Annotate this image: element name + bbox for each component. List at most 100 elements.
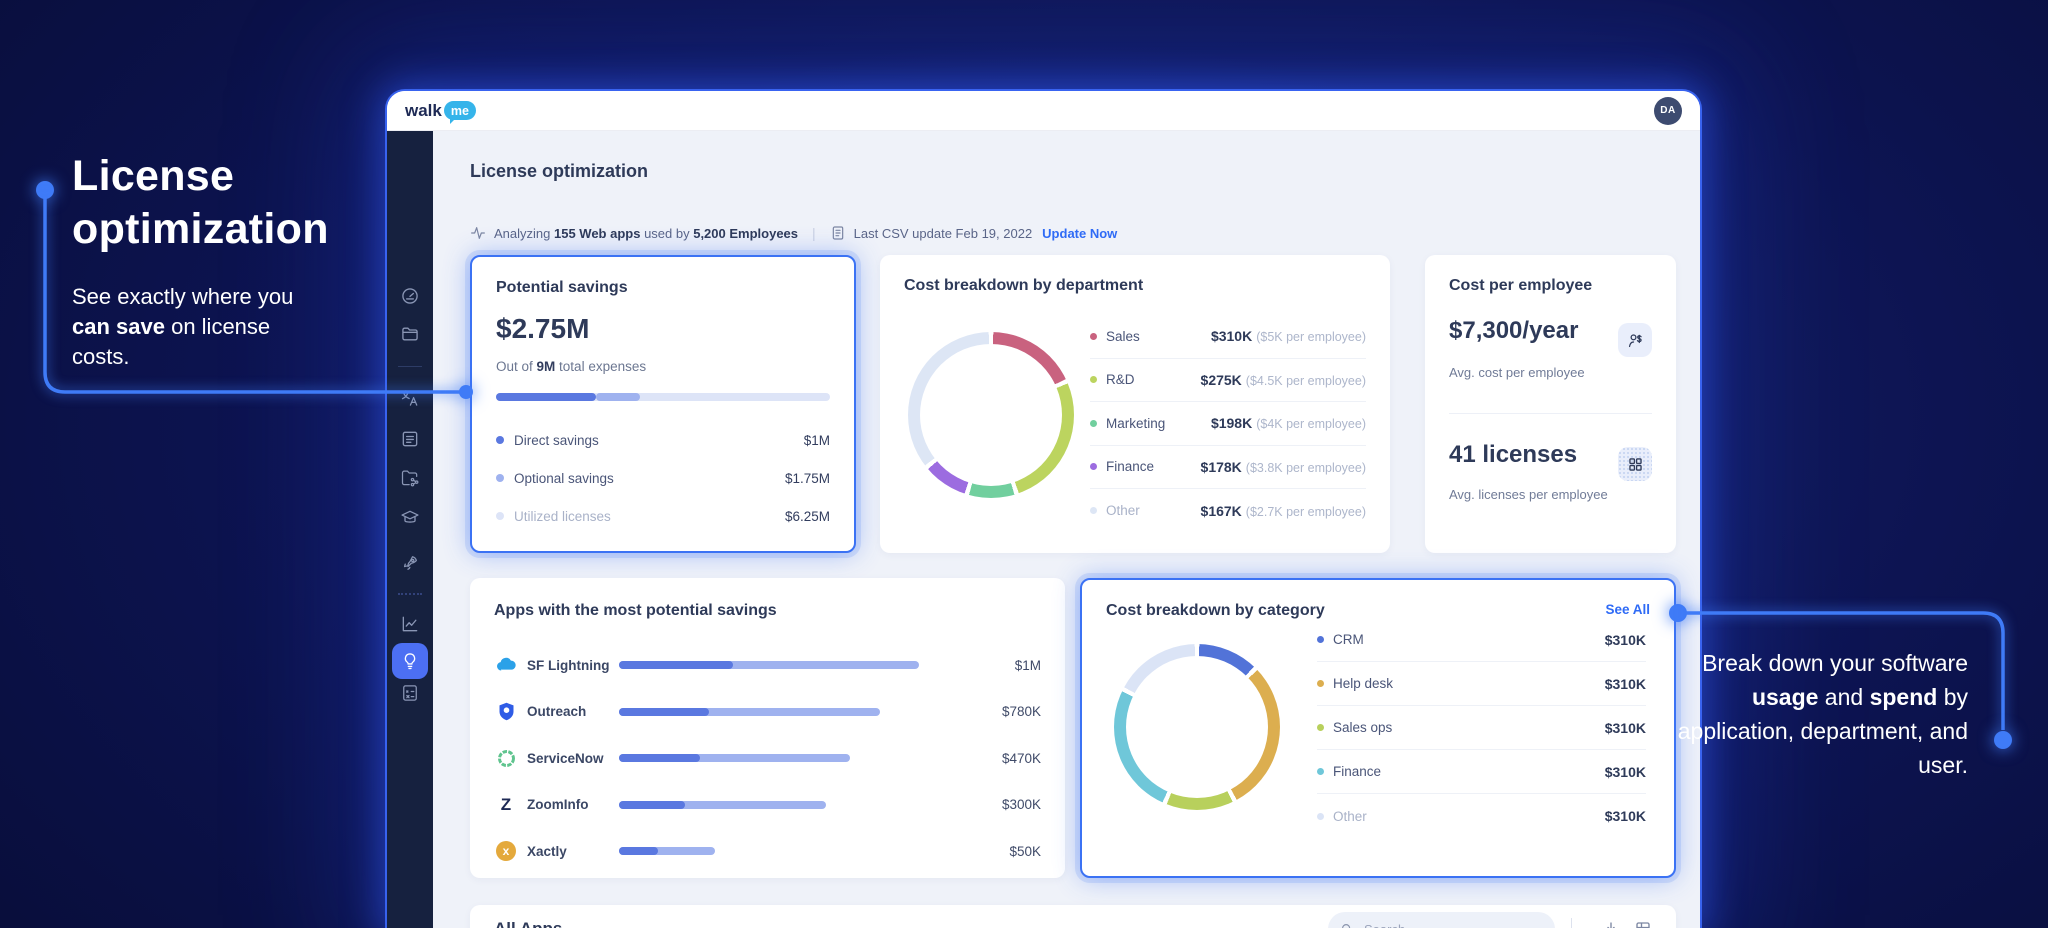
- sidebar-dotted-divider: [398, 593, 422, 595]
- legend-dot: [496, 436, 504, 444]
- line-chart-icon[interactable]: [400, 614, 420, 634]
- card-title: Cost breakdown by category: [1106, 602, 1325, 619]
- potential-savings-card: Potential savings $2.75M Out of 9M total…: [470, 255, 856, 553]
- savings-legend: Direct savings $1M Optional savings $1.75M…: [496, 421, 830, 535]
- left-annotation-body: See exactly where you can save on licens…: [72, 284, 294, 369]
- all-apps-title: All Apps: [494, 919, 562, 928]
- progress-segment-direct: [496, 393, 597, 401]
- savings-bar: [619, 754, 919, 763]
- top-bar: walk me DA: [387, 91, 1700, 131]
- main-content: License optimization Analyzing 155 Web a…: [433, 131, 1700, 928]
- app-window: walk me DA: [387, 91, 1700, 928]
- graduation-cap-icon[interactable]: [400, 508, 420, 528]
- search-box[interactable]: [1328, 912, 1555, 928]
- legend-row: Finance $178K ($3.8K per employee): [1090, 446, 1366, 489]
- department-legend: Sales $310K ($5K per employee) R&D $275K ($4…: [1090, 315, 1366, 533]
- servicenow-ring-icon: [494, 746, 518, 770]
- legend-dot: [1317, 636, 1324, 643]
- card-title: Cost per employee: [1449, 277, 1593, 294]
- sidebar-item-license-optimization[interactable]: [392, 643, 428, 679]
- see-all-link[interactable]: See All: [1605, 602, 1650, 617]
- meta-bar: Analyzing 155 Web apps used by 5,200 Emp…: [470, 225, 1117, 241]
- card-title: Cost breakdown by department: [904, 277, 1144, 294]
- savings-progress-bar: [496, 393, 830, 401]
- list-doc-icon[interactable]: [400, 429, 420, 449]
- apps-list: SF Lightning $1M Outreach $780K: [494, 642, 1041, 875]
- cost-per-year-value: $7,300/year: [1449, 317, 1579, 344]
- grid-icon: [1618, 447, 1652, 481]
- left-annotation-title: License optimization: [72, 152, 329, 253]
- savings-bar: [619, 800, 919, 809]
- legend-dot: [1090, 507, 1097, 515]
- department-donut-chart: [908, 332, 1074, 498]
- legend-dot: [1090, 463, 1097, 471]
- card-title: Apps with the most potential savings: [494, 602, 777, 619]
- right-connector-dot-end: [1994, 731, 2012, 749]
- legend-dot: [496, 474, 504, 482]
- left-connector-dot-start: [36, 181, 54, 199]
- legend-row: Sales $310K ($5K per employee): [1090, 315, 1366, 359]
- legend-row: Marketing $198K ($4K per employee): [1090, 402, 1366, 446]
- translate-icon[interactable]: [400, 388, 420, 408]
- legend-row: Direct savings $1M: [496, 421, 830, 459]
- meta-separator: |: [812, 225, 816, 241]
- category-breakdown-card: Cost breakdown by category See All CRM $3…: [1080, 578, 1676, 878]
- xactly-x-icon: x: [494, 839, 518, 863]
- apps-savings-card: Apps with the most potential savings SF …: [470, 578, 1065, 878]
- user-avatar[interactable]: DA: [1654, 96, 1682, 125]
- controls-divider: [1571, 918, 1572, 928]
- search-input[interactable]: [1362, 920, 1522, 928]
- window-body: License optimization Analyzing 155 Web a…: [387, 131, 1700, 928]
- legend-row: Other $310K: [1317, 794, 1646, 838]
- licenses-value: 41 licenses: [1449, 441, 1578, 468]
- cost-per-employee-card: Cost per employee $7,300/year Avg. cost …: [1425, 255, 1676, 553]
- app-row: Outreach $780K: [494, 689, 1041, 736]
- legend-row: CRM $310K: [1317, 618, 1646, 662]
- person-dollar-icon: [1618, 323, 1652, 357]
- legend-row: Utilized licenses $6.25M: [496, 497, 830, 535]
- savings-bar: [619, 847, 919, 856]
- salesforce-cloud-icon: [494, 653, 518, 677]
- download-icon[interactable]: [1602, 920, 1620, 928]
- licenses-label: Avg. licenses per employee: [1449, 487, 1608, 502]
- lightbulb-icon: [404, 653, 416, 670]
- legend-dot: [1090, 376, 1097, 384]
- legend-dot: [1317, 812, 1324, 820]
- legend-dot: [1090, 332, 1097, 340]
- legend-row: Other $167K ($2.7K per employee): [1090, 489, 1366, 533]
- folder-flow-icon[interactable]: [400, 468, 420, 488]
- legend-row: Optional savings $1.75M: [496, 459, 830, 497]
- analyzing-text: Analyzing 155 Web apps used by 5,200 Emp…: [494, 225, 799, 241]
- outreach-shield-icon: [494, 700, 518, 724]
- legend-row: Finance $310K: [1317, 750, 1646, 794]
- card-title: Potential savings: [496, 279, 628, 296]
- table-view-icon[interactable]: [1634, 920, 1652, 928]
- cost-per-year-label: Avg. cost per employee: [1449, 365, 1585, 380]
- legend-dot: [1317, 724, 1324, 731]
- savings-bar: [619, 661, 919, 670]
- walkme-logo: walk me: [405, 101, 476, 124]
- category-legend: CRM $310K Help desk $310K Sales ops $310K F…: [1317, 618, 1646, 838]
- card-divider: [1449, 413, 1652, 414]
- progress-segment-optional: [596, 393, 640, 401]
- department-breakdown-card: Cost breakdown by department Sales $310K(…: [880, 255, 1390, 553]
- all-apps-controls: [1328, 912, 1652, 928]
- category-donut-chart: [1114, 644, 1280, 810]
- app-row: SF Lightning $1M: [494, 642, 1041, 689]
- legend-dot: [496, 512, 504, 520]
- legend-dot: [1317, 768, 1324, 775]
- page-title: License optimization: [470, 161, 649, 181]
- app-row: Z ZoomInfo $300K: [494, 782, 1041, 829]
- legend-row: R&D $275K ($4.5K per employee): [1090, 359, 1366, 402]
- legend-row: Sales ops $310K: [1317, 706, 1646, 750]
- rocket-icon[interactable]: [400, 553, 420, 573]
- update-now-link[interactable]: Update Now: [1042, 225, 1118, 241]
- zoominfo-z-icon: Z: [500, 794, 512, 814]
- potential-savings-amount: $2.75M: [496, 313, 590, 344]
- legend-dot: [1090, 419, 1097, 427]
- csv-update-text: Last CSV update Feb 19, 2022: [853, 225, 1033, 241]
- right-annotation: Break down your software usage and spend…: [1677, 650, 1968, 778]
- document-icon: [832, 226, 843, 240]
- calculator-icon[interactable]: [400, 683, 420, 703]
